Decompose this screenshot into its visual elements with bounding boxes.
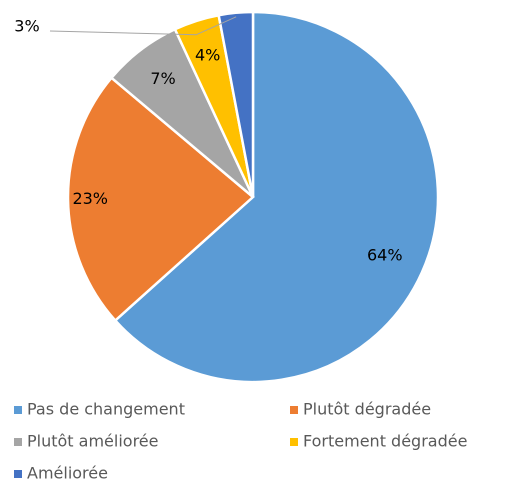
data-label: 23%: [72, 189, 108, 208]
legend-swatch: [14, 438, 22, 446]
legend-label: Pas de changement: [27, 400, 185, 419]
leader-line: [49, 16, 237, 36]
pie-slice: [113, 10, 440, 384]
legend-swatch: [14, 406, 22, 414]
legend-swatch: [290, 438, 298, 446]
pie-slice: [217, 10, 255, 198]
data-label: 64%: [367, 245, 403, 264]
legend-swatch: [290, 406, 298, 414]
data-label: 3%: [14, 17, 39, 36]
legend-swatch: [14, 470, 22, 478]
legend-label: Fortement dégradée: [303, 432, 467, 451]
legend-label: Plutôt dégradée: [303, 400, 431, 419]
legend-label: Améliorée: [27, 464, 108, 483]
legend-label: Plutôt améliorée: [27, 432, 158, 451]
data-label: 4%: [195, 46, 220, 65]
data-label: 7%: [150, 69, 175, 88]
pie-slice: [66, 76, 255, 323]
